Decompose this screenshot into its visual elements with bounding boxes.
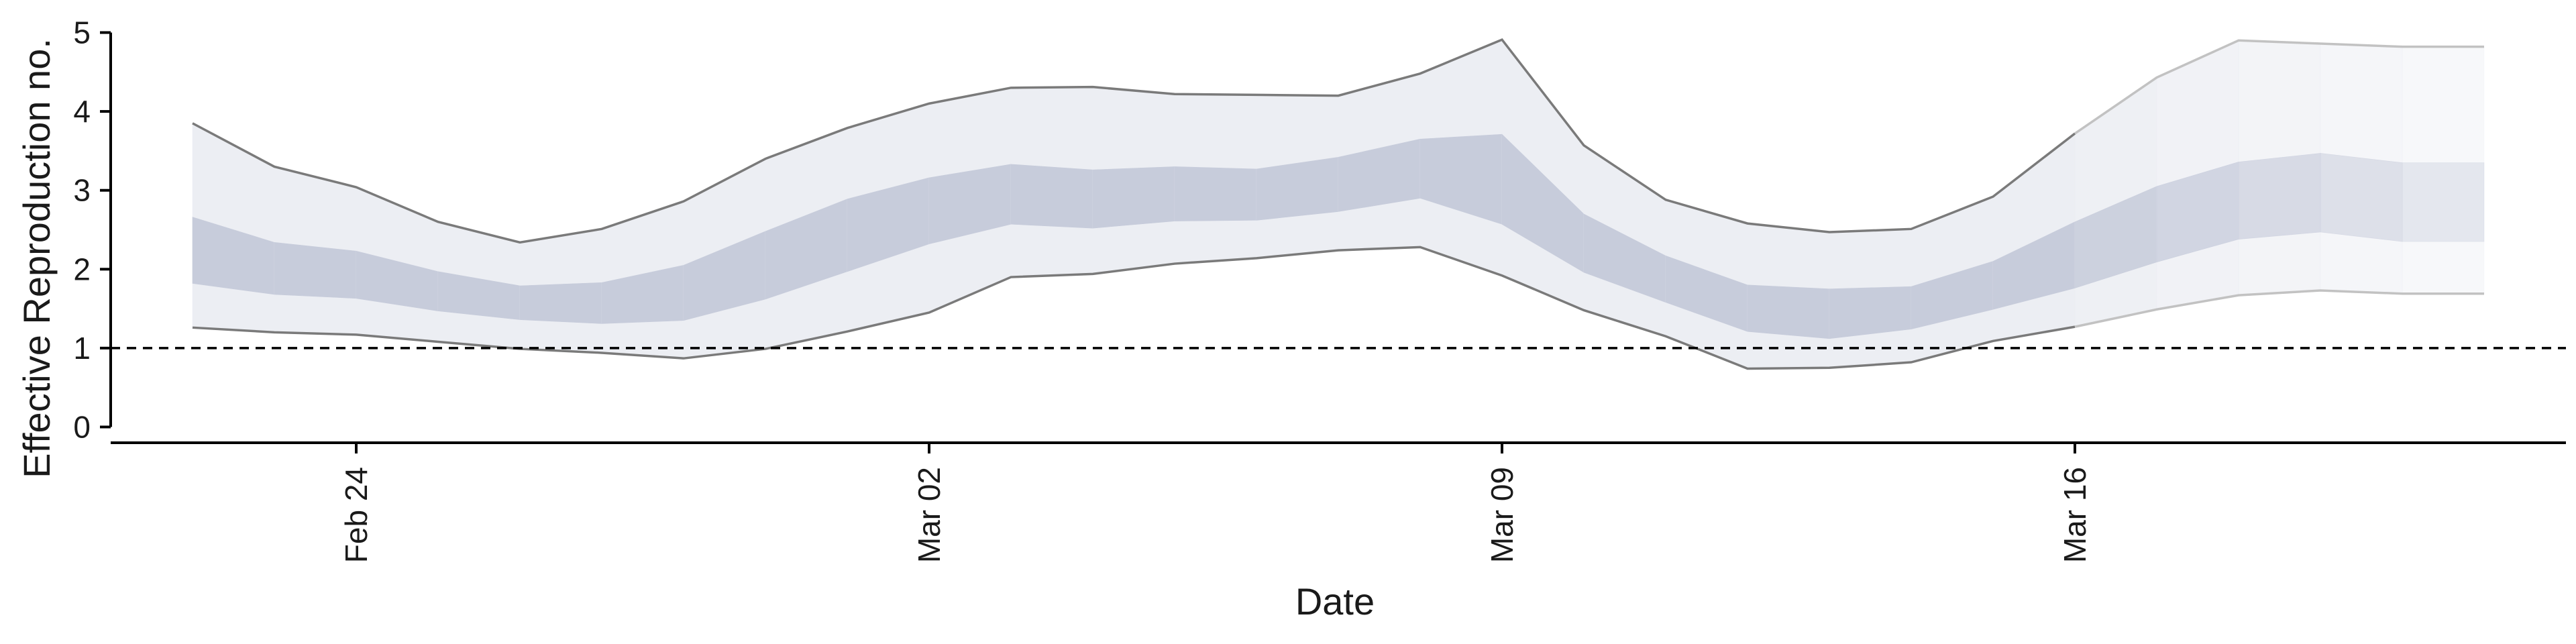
y-tick-label: 5	[73, 15, 91, 50]
inner-band-segment	[1174, 166, 1257, 221]
credible-interval-bound-lines	[192, 38, 2484, 370]
inner-band-segment	[2238, 153, 2321, 239]
inner-band-segment	[274, 241, 357, 299]
lower-bound-line-forecast	[2074, 289, 2484, 328]
x-tick-label: Feb 24	[339, 467, 374, 563]
x-axis-ticks: Feb 24 Mar 02 Mar 09 Mar 16	[339, 443, 2092, 563]
inner-band-segment	[1010, 164, 1093, 229]
upper-bound-line-forecast	[2074, 39, 2484, 135]
x-axis-title: Date	[1295, 580, 1375, 623]
inner-band-segment	[2320, 153, 2403, 242]
credible-interval-bands	[192, 39, 2485, 369]
upper-bound-line	[192, 38, 2076, 244]
y-tick-label: 0	[73, 409, 91, 444]
x-tick-label: Mar 09	[1485, 467, 1519, 563]
y-tick-label: 1	[73, 331, 91, 366]
x-tick-label: Mar 02	[912, 467, 947, 563]
y-axis-title: Effective Reproduction no.	[15, 38, 58, 478]
y-tick-label: 4	[73, 94, 91, 129]
y-axis-ticks: 0 1 2 3 4 5	[73, 15, 111, 444]
y-tick-label: 2	[73, 252, 91, 286]
inner-band-segment	[519, 282, 602, 324]
y-tick-label: 3	[73, 173, 91, 208]
inner-band-segment	[2402, 162, 2485, 242]
inner-band-segment	[1747, 284, 1830, 339]
x-tick-label: Mar 16	[2057, 467, 2092, 563]
inner-band-segment	[1092, 166, 1175, 229]
